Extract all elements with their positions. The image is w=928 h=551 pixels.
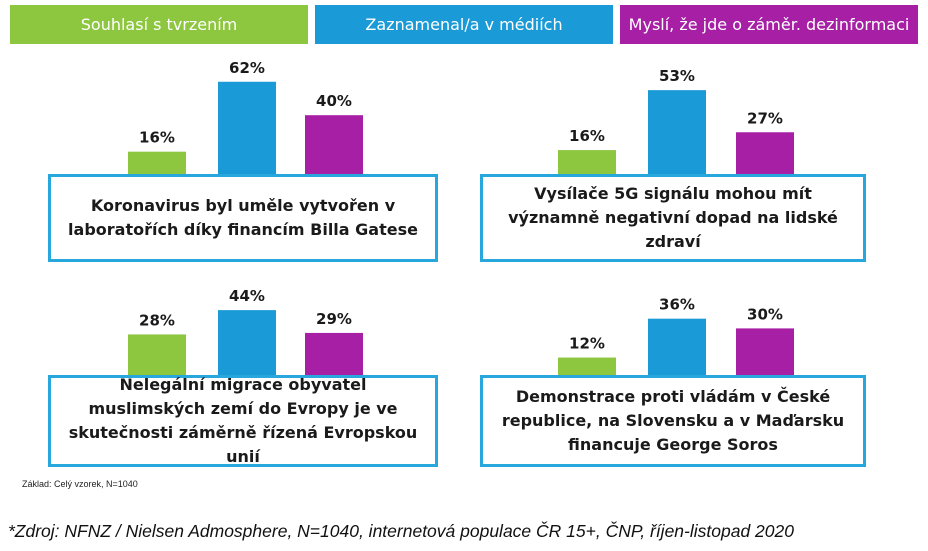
bar-media [648,318,706,377]
legend-agree-label: Souhlasí s tvrzením [80,15,238,34]
base-note: Základ: Celý vzorek, N=1040 [22,479,138,489]
data-label-agree: 16% [569,127,605,145]
data-label-disinfo: 30% [747,305,783,323]
data-label-media: 36% [659,296,695,314]
statement-migration-text: Nelegální migrace obyvatel muslimských z… [68,375,418,466]
legend-media: Zaznamenal/a v médiích [315,5,613,44]
statement-soros: Demonstrace proti vládám v České republi… [480,375,866,467]
statement-migration: Nelegální migrace obyvatel muslimských z… [48,375,438,467]
statement-5g-text: Vysílače 5G signálu mohou mít významně n… [508,184,838,251]
bar-disinfo [736,328,794,377]
chart-svg-coronavirus: 16% 62% 40% [128,59,363,176]
data-label-agree: 12% [569,335,605,353]
bar-media [218,81,276,176]
chart-svg-5g: 16% 53% 27% [558,67,794,176]
data-label-agree: 28% [139,311,175,329]
statement-soros-text: Demonstrace proti vládám v České republi… [501,387,845,454]
legend-disinfo: Myslí, že jde o záměr. dezinformaci [620,5,918,44]
data-label-media: 53% [659,67,695,85]
data-label-disinfo: 40% [316,92,352,110]
bar-disinfo [305,115,363,176]
data-label-agree: 16% [139,129,175,147]
chart-panel-migration: 28% 44% 29% Nelegální migrace obyvatel mus… [48,283,438,467]
chart-svg-migration: 28% 44% 29% [128,287,363,377]
legend-media-label: Zaznamenal/a v médiích [365,15,563,34]
data-label-media: 44% [229,287,265,305]
chart-panel-soros: 12% 36% 30% Demonstrace proti vládám v Čes… [480,291,866,467]
bar-media [218,310,276,377]
bar-agree [128,334,186,377]
bar-media [648,90,706,176]
source-note: *Zdroj: NFNZ / Nielsen Admosphere, N=104… [8,521,794,541]
legend-disinfo-label: Myslí, že jde o záměr. dezinformaci [628,15,910,34]
data-label-media: 62% [229,59,265,77]
statement-coronavirus-text: Koronavirus byl uměle vytvořen v laborat… [68,196,418,239]
legend-agree: Souhlasí s tvrzením [10,5,308,44]
data-label-disinfo: 27% [747,109,783,127]
bar-agree [128,151,186,176]
bar-agree [558,150,616,176]
chart-panel-5g: 16% 53% 27% Vysílače 5G signálu mohou mít … [480,60,866,262]
bar-disinfo [305,332,363,377]
data-label-disinfo: 29% [316,310,352,328]
statement-coronavirus: Koronavirus byl uměle vytvořen v laborat… [48,174,438,262]
chart-svg-soros: 12% 36% 30% [558,296,794,377]
statement-5g: Vysílače 5G signálu mohou mít významně n… [480,174,866,262]
bar-disinfo [736,132,794,176]
bar-agree [558,357,616,377]
chart-panel-coronavirus: 16% 62% 40% Koronavirus byl uměle vytvořen… [48,50,438,262]
